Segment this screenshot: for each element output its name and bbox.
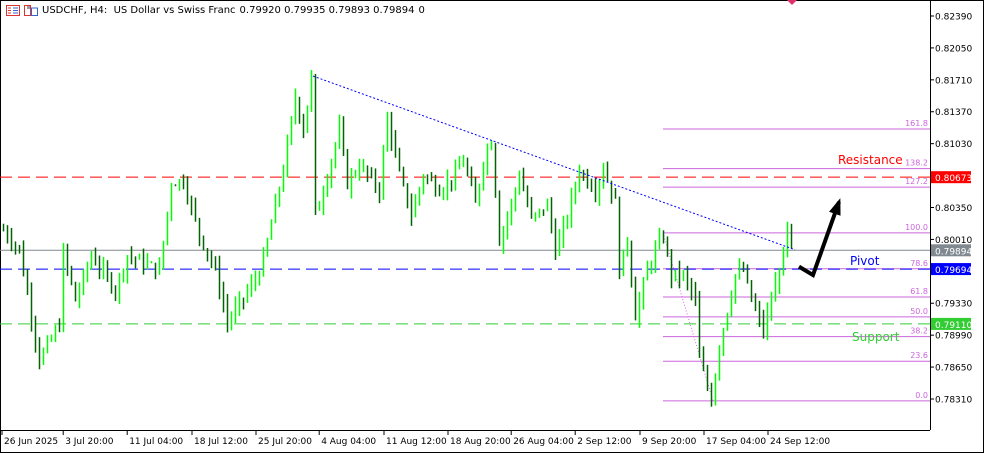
x-tick-label: 24 Sep 12:00 [770,437,830,447]
y-tick-label: 0.80350 [935,204,972,214]
y-tick-label: 0.81710 [935,76,972,86]
x-tick-label: 25 Jul 20:00 [258,437,312,447]
current-price-label-bg [931,244,971,257]
current-price-label: 0.79894 [935,247,972,257]
x-tick-label: 2 Sep 12:00 [577,437,632,447]
fib-level-label: 138.2 [905,159,928,168]
projection-arrow [797,201,841,279]
fib-level-label: 61.8 [910,287,928,296]
symbol-title: USDCHF, H4: US Dollar vs Swiss Franc [42,5,236,16]
y-tick-label: 0.80010 [935,236,972,246]
x-tick-label: 17 Sep 04:00 [706,437,766,447]
level-label-support: Support [852,330,900,344]
arrow-head-icon [829,198,841,216]
x-tick-label: 11 Jul 04:00 [129,437,183,447]
fib-level-label: 23.6 [910,351,928,360]
y-tick-label: 0.82050 [935,44,972,54]
x-tick-label: 26 Aug 04:00 [513,437,574,447]
x-tick-label: 4 Aug 04:00 [321,437,376,447]
price-label-pivot: 0.79694 [935,266,972,276]
y-tick-label: 0.78310 [935,395,972,405]
chart-header: USDCHF, H4: US Dollar vs Swiss Franc 0.7… [6,5,425,16]
level-label-resistance: Resistance [838,153,903,167]
trendline [312,75,796,251]
fib-level-label: 38.2 [910,327,928,336]
fib-level-label: 78.6 [910,259,928,268]
fib-level-label: 161.8 [905,119,928,128]
fib-level-label: 100.0 [905,223,928,232]
chart-shift-marker-icon [787,0,797,5]
y-tick-label: 0.81370 [935,108,972,118]
x-tick-label: 9 Sep 20:00 [642,437,697,447]
y-tick-label: 0.82390 [935,13,972,23]
volume-value: 0 [418,5,425,16]
x-tick-label: 3 Jul 20:00 [65,437,114,447]
price-label-bg [931,317,971,330]
fib-trend-line [662,232,714,402]
chart-list-icon[interactable] [6,5,20,16]
x-tick-label: 18 Aug 20:00 [450,437,511,447]
ohlc-values: 0.79920 0.79935 0.79893 0.79894 [239,5,415,16]
y-tick-label: 0.79330 [935,300,972,310]
x-tick-label: 11 Aug 12:00 [386,437,447,447]
y-tick-label: 0.78650 [935,364,972,374]
fib-level-label: 50.0 [910,307,928,316]
price-label-bg [931,263,971,276]
x-tick-label: 26 Jun 2025 [4,437,58,447]
x-tick-label: 18 Jul 12:00 [194,437,248,447]
symbol-window-icon[interactable] [24,5,38,16]
y-tick-label: 0.81030 [935,140,972,150]
price-label-resistance: 0.80673 [935,174,972,184]
y-tick-label: 0.78990 [935,332,972,342]
level-label-pivot: Pivot [850,254,880,268]
price-label-support: 0.79110 [935,321,972,331]
price-label-bg [931,171,971,184]
fib-level-label: 127.2 [905,177,928,186]
fib-level-label: 0.0 [915,391,928,400]
